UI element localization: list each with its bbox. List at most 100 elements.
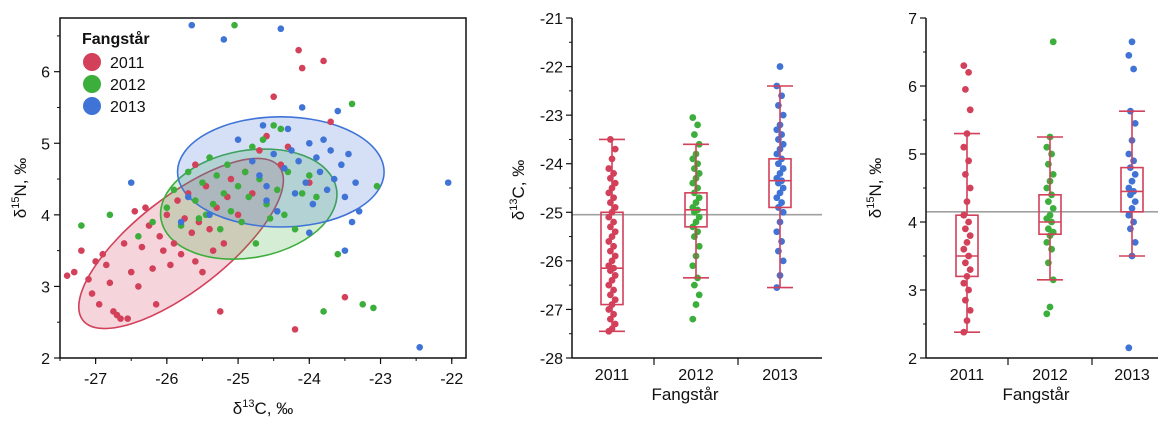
point-2013	[188, 21, 196, 29]
point-2013	[206, 211, 213, 219]
point-2012	[1049, 171, 1057, 178]
point-2012	[266, 215, 274, 222]
y-tick-label: 6	[908, 79, 917, 96]
point-2012	[195, 215, 203, 222]
point-2012	[695, 291, 703, 299]
point-2012	[689, 155, 697, 163]
point-2012	[1046, 303, 1054, 311]
point-2012	[691, 131, 698, 138]
y-tick-label: 5	[41, 136, 50, 153]
point-2011	[152, 301, 160, 308]
y-tick-label: -26	[540, 254, 563, 271]
point-2013	[234, 136, 242, 143]
point-2013	[220, 36, 228, 43]
point-2013	[316, 168, 324, 176]
point-2011	[605, 281, 613, 289]
point-2011	[960, 245, 968, 253]
x-tick-label: -24	[298, 371, 321, 388]
point-2012	[170, 186, 178, 194]
y-tick-label: 5	[908, 147, 917, 164]
x-tick-label: -27	[84, 371, 107, 388]
point-2011	[216, 308, 224, 315]
point-2011	[291, 326, 299, 333]
point-2011	[298, 64, 306, 72]
point-2011	[295, 46, 302, 54]
y-tick-label: 2	[908, 351, 917, 368]
point-2011	[960, 279, 968, 287]
point-2012	[149, 218, 156, 226]
point-2011	[607, 247, 614, 255]
point-2011	[611, 272, 619, 279]
point-2011	[227, 175, 235, 183]
point-2013	[341, 247, 349, 254]
point-2011	[156, 233, 164, 240]
point-2012	[695, 213, 703, 221]
scatter-plot-frame	[59, 17, 467, 359]
legend-marker-2013	[83, 97, 101, 115]
point-2012	[1045, 225, 1052, 233]
point-2012	[1046, 211, 1054, 219]
point-2011	[966, 184, 974, 192]
y-tick-label: 2	[41, 351, 50, 368]
box-15N-y-axis-label: δ15N, ‰	[865, 158, 885, 218]
point-2012	[689, 262, 697, 270]
point-2012	[277, 125, 285, 133]
point-2011	[256, 147, 263, 154]
point-2011	[611, 296, 619, 304]
point-2012	[209, 200, 217, 208]
scatter-axes: -27 -26 -25 -24 -23 -22 2 3 4 5 6	[41, 35, 463, 388]
point-2011	[605, 238, 613, 245]
y-tick-label: 3	[41, 279, 50, 296]
point-2012	[273, 186, 281, 194]
point-2013	[277, 25, 285, 33]
point-2013	[773, 126, 781, 134]
point-2011	[966, 307, 974, 314]
point-2011	[341, 293, 349, 301]
y-tick-label: -22	[540, 60, 563, 77]
point-2011	[965, 218, 972, 226]
point-2013	[779, 257, 787, 265]
point-2011	[965, 69, 972, 76]
point-2011	[963, 239, 971, 246]
point-2011	[78, 247, 85, 254]
scatter-legend: Fangstår 2011 2012 2013	[82, 30, 150, 116]
point-2011	[135, 283, 142, 290]
point-2011	[610, 242, 617, 250]
point-2012	[1043, 143, 1051, 151]
point-2012	[692, 218, 700, 226]
point-2012	[689, 315, 697, 323]
point-2012	[689, 179, 697, 187]
x-tick-label: 2011	[595, 367, 630, 384]
point-2011	[605, 189, 613, 197]
point-2011	[163, 211, 171, 219]
y-tick-label: -23	[540, 108, 563, 125]
point-2013	[127, 179, 135, 186]
point-2011	[117, 315, 124, 322]
scatter-panel: -27 -26 -25 -24 -23 -22 2 3 4 5 6 Fangstår 2011 20…	[10, 17, 467, 418]
x-tick-label: 2012	[1032, 367, 1068, 384]
point-2013	[291, 190, 299, 197]
legend-label-2011: 2011	[110, 55, 145, 72]
point-2013	[323, 186, 331, 194]
point-2012	[348, 100, 356, 108]
point-2012	[192, 197, 199, 204]
point-2013	[1128, 38, 1136, 46]
point-2013	[1125, 211, 1133, 219]
point-2011	[611, 228, 619, 236]
scatter-points	[63, 21, 452, 351]
point-2011	[99, 250, 107, 258]
point-2012	[213, 172, 221, 179]
point-2011	[131, 207, 139, 215]
point-2011	[605, 165, 613, 172]
point-2011	[220, 240, 228, 247]
point-2013	[249, 157, 256, 165]
point-2011	[962, 225, 969, 233]
y-tick-label: 4	[41, 208, 50, 225]
point-2011	[966, 266, 974, 273]
point-2013	[1125, 344, 1133, 352]
box-15N-x-axis-label: Fangstår	[1002, 385, 1069, 404]
box-15N-axes: 2 3 4 5 6 7 2011 2012 2013	[908, 11, 1158, 384]
point-2011	[611, 204, 619, 211]
point-2012	[695, 242, 703, 250]
